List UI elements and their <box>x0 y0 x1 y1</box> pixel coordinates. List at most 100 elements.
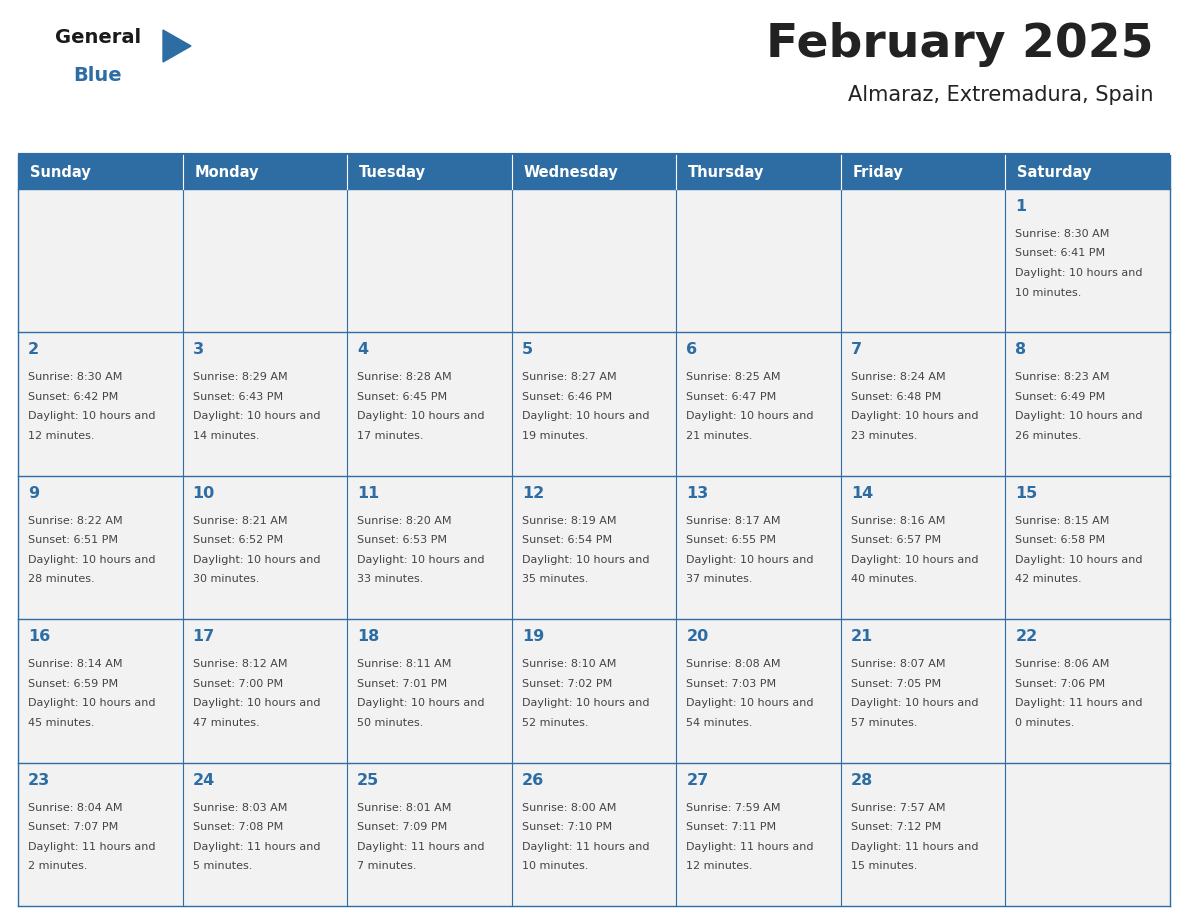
FancyBboxPatch shape <box>1005 476 1170 620</box>
Text: Wednesday: Wednesday <box>524 164 619 180</box>
Text: Sunset: 7:11 PM: Sunset: 7:11 PM <box>687 823 777 832</box>
Text: Sunset: 6:45 PM: Sunset: 6:45 PM <box>358 392 447 402</box>
FancyBboxPatch shape <box>183 763 347 906</box>
Text: Daylight: 10 hours and: Daylight: 10 hours and <box>851 411 979 421</box>
FancyBboxPatch shape <box>18 620 183 763</box>
FancyBboxPatch shape <box>18 155 183 189</box>
Text: Sunrise: 8:12 AM: Sunrise: 8:12 AM <box>192 659 287 669</box>
Text: Daylight: 11 hours and: Daylight: 11 hours and <box>851 842 979 852</box>
Text: 45 minutes.: 45 minutes. <box>29 718 95 728</box>
Text: Sunrise: 8:10 AM: Sunrise: 8:10 AM <box>522 659 617 669</box>
FancyBboxPatch shape <box>841 155 1005 189</box>
Text: Sunrise: 8:03 AM: Sunrise: 8:03 AM <box>192 802 287 812</box>
Text: 19: 19 <box>522 629 544 644</box>
Text: 13: 13 <box>687 486 708 501</box>
Text: Sunday: Sunday <box>30 164 90 180</box>
Text: 30 minutes.: 30 minutes. <box>192 575 259 584</box>
Text: 42 minutes.: 42 minutes. <box>1016 575 1082 584</box>
FancyBboxPatch shape <box>183 332 347 476</box>
Text: Daylight: 10 hours and: Daylight: 10 hours and <box>358 699 485 708</box>
Text: Sunrise: 8:20 AM: Sunrise: 8:20 AM <box>358 516 451 526</box>
Text: Sunset: 6:58 PM: Sunset: 6:58 PM <box>1016 535 1106 545</box>
Text: 26: 26 <box>522 773 544 788</box>
Text: 21 minutes.: 21 minutes. <box>687 431 753 441</box>
Text: 1: 1 <box>1016 199 1026 214</box>
FancyBboxPatch shape <box>347 332 512 476</box>
Text: Sunset: 6:54 PM: Sunset: 6:54 PM <box>522 535 612 545</box>
Text: 7 minutes.: 7 minutes. <box>358 861 417 871</box>
Text: Sunrise: 8:22 AM: Sunrise: 8:22 AM <box>29 516 122 526</box>
FancyBboxPatch shape <box>183 155 347 189</box>
Text: 28: 28 <box>851 773 873 788</box>
Text: 16: 16 <box>29 629 50 644</box>
Text: General: General <box>55 28 141 47</box>
Text: 4: 4 <box>358 342 368 357</box>
FancyBboxPatch shape <box>183 189 347 332</box>
Text: 40 minutes.: 40 minutes. <box>851 575 917 584</box>
Text: Daylight: 10 hours and: Daylight: 10 hours and <box>851 554 979 565</box>
Text: 17: 17 <box>192 629 215 644</box>
Text: Sunrise: 8:07 AM: Sunrise: 8:07 AM <box>851 659 946 669</box>
Text: Sunrise: 8:08 AM: Sunrise: 8:08 AM <box>687 659 781 669</box>
Text: Sunrise: 8:11 AM: Sunrise: 8:11 AM <box>358 659 451 669</box>
Text: 22: 22 <box>1016 629 1037 644</box>
Text: 7: 7 <box>851 342 862 357</box>
Text: Sunrise: 8:14 AM: Sunrise: 8:14 AM <box>29 659 122 669</box>
Text: Sunrise: 8:27 AM: Sunrise: 8:27 AM <box>522 373 617 383</box>
Text: Saturday: Saturday <box>1017 164 1092 180</box>
Text: Sunrise: 8:25 AM: Sunrise: 8:25 AM <box>687 373 781 383</box>
FancyBboxPatch shape <box>512 476 676 620</box>
Text: Sunrise: 8:30 AM: Sunrise: 8:30 AM <box>29 373 122 383</box>
Text: Sunset: 7:10 PM: Sunset: 7:10 PM <box>522 823 612 832</box>
Text: 12 minutes.: 12 minutes. <box>687 861 753 871</box>
Text: Sunset: 7:00 PM: Sunset: 7:00 PM <box>192 678 283 688</box>
FancyBboxPatch shape <box>347 763 512 906</box>
Text: 57 minutes.: 57 minutes. <box>851 718 917 728</box>
Text: Daylight: 10 hours and: Daylight: 10 hours and <box>851 699 979 708</box>
Text: Daylight: 10 hours and: Daylight: 10 hours and <box>192 411 320 421</box>
Text: Daylight: 10 hours and: Daylight: 10 hours and <box>192 699 320 708</box>
FancyBboxPatch shape <box>512 155 676 189</box>
Text: Sunset: 6:42 PM: Sunset: 6:42 PM <box>29 392 119 402</box>
Text: 19 minutes.: 19 minutes. <box>522 431 588 441</box>
FancyBboxPatch shape <box>347 155 512 189</box>
Text: Daylight: 11 hours and: Daylight: 11 hours and <box>29 842 156 852</box>
FancyBboxPatch shape <box>841 189 1005 332</box>
Text: 10 minutes.: 10 minutes. <box>1016 287 1082 297</box>
Text: 6: 6 <box>687 342 697 357</box>
Text: Sunrise: 8:06 AM: Sunrise: 8:06 AM <box>1016 659 1110 669</box>
Text: 15 minutes.: 15 minutes. <box>851 861 917 871</box>
FancyBboxPatch shape <box>347 476 512 620</box>
Text: Sunset: 6:51 PM: Sunset: 6:51 PM <box>29 535 118 545</box>
Text: Daylight: 10 hours and: Daylight: 10 hours and <box>687 699 814 708</box>
Text: Daylight: 10 hours and: Daylight: 10 hours and <box>687 554 814 565</box>
FancyBboxPatch shape <box>676 332 841 476</box>
Text: 10 minutes.: 10 minutes. <box>522 861 588 871</box>
Text: 5 minutes.: 5 minutes. <box>192 861 252 871</box>
Text: 52 minutes.: 52 minutes. <box>522 718 588 728</box>
Text: 23 minutes.: 23 minutes. <box>851 431 917 441</box>
Text: 18: 18 <box>358 629 379 644</box>
Text: Sunset: 6:57 PM: Sunset: 6:57 PM <box>851 535 941 545</box>
Text: February 2025: February 2025 <box>765 22 1154 67</box>
FancyBboxPatch shape <box>1005 189 1170 332</box>
FancyBboxPatch shape <box>841 332 1005 476</box>
Text: 50 minutes.: 50 minutes. <box>358 718 423 728</box>
Text: Sunset: 7:03 PM: Sunset: 7:03 PM <box>687 678 777 688</box>
Text: 27: 27 <box>687 773 708 788</box>
Text: Sunset: 7:12 PM: Sunset: 7:12 PM <box>851 823 941 832</box>
Text: Sunset: 6:53 PM: Sunset: 6:53 PM <box>358 535 447 545</box>
FancyBboxPatch shape <box>18 332 183 476</box>
Text: Sunrise: 8:16 AM: Sunrise: 8:16 AM <box>851 516 946 526</box>
Text: 26 minutes.: 26 minutes. <box>1016 431 1082 441</box>
Text: 14 minutes.: 14 minutes. <box>192 431 259 441</box>
Text: Daylight: 11 hours and: Daylight: 11 hours and <box>1016 699 1143 708</box>
Text: Sunset: 6:59 PM: Sunset: 6:59 PM <box>29 678 118 688</box>
Text: 2 minutes.: 2 minutes. <box>29 861 88 871</box>
FancyBboxPatch shape <box>183 620 347 763</box>
Text: Daylight: 10 hours and: Daylight: 10 hours and <box>1016 268 1143 278</box>
FancyBboxPatch shape <box>1005 620 1170 763</box>
Text: Sunset: 7:07 PM: Sunset: 7:07 PM <box>29 823 119 832</box>
Text: 3: 3 <box>192 342 203 357</box>
FancyBboxPatch shape <box>841 620 1005 763</box>
